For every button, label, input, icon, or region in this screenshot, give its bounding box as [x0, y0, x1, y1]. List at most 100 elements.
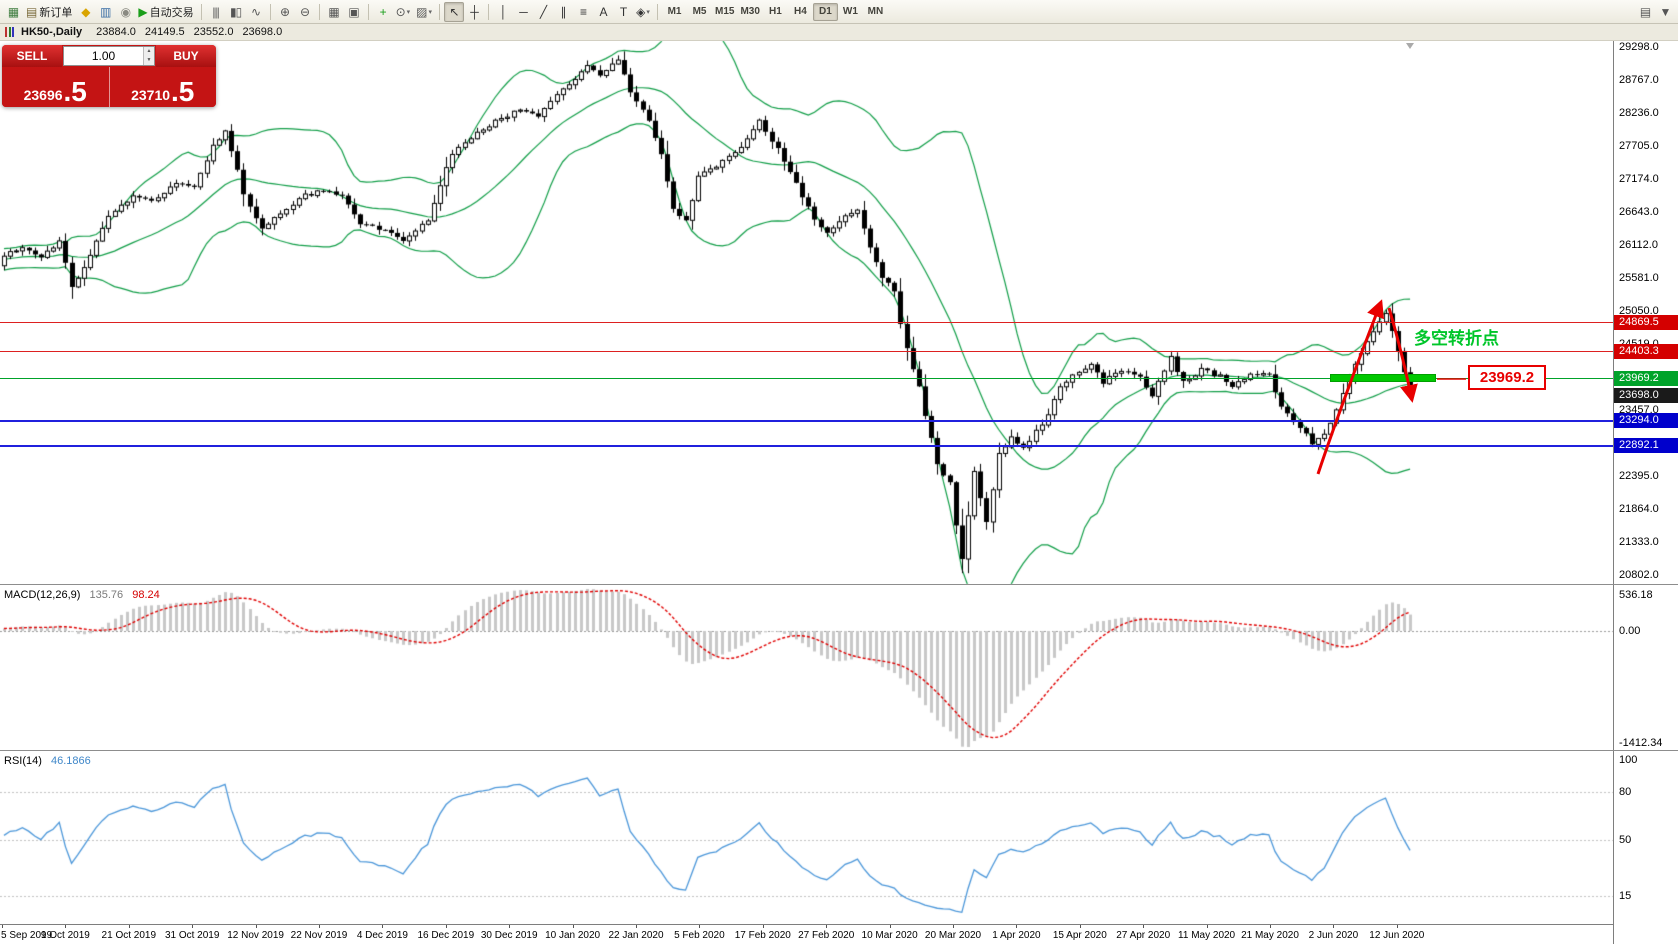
time-axis-label: 2 Jun 2020 [1308, 930, 1359, 941]
volume-value: 1.00 [91, 49, 116, 63]
vertical-line-button[interactable]: │ [493, 2, 513, 22]
toolbar-group: ||| ▮▯ ∿ [206, 0, 266, 23]
equidistant-channel-button[interactable]: ∥ [553, 2, 573, 22]
time-axis[interactable]: 5 Sep 2019 9 Oct 2019 21 Oct 2019 31 Oct 20… [0, 924, 1613, 944]
autotrading-label: 自动交易 [149, 6, 194, 19]
autotrading-icon: ▶ [138, 4, 147, 19]
equidistant-channel-icon: ∥ [560, 4, 567, 19]
volume-field[interactable]: 1.00 ▲ ▼ [63, 46, 155, 66]
turning-point-annotation[interactable]: 多空转折点 [1414, 329, 1499, 348]
toolbar-separator [439, 3, 441, 20]
data-window-icon: ▤ [1639, 4, 1651, 19]
chart-icon [5, 27, 16, 37]
tile-windows-button[interactable]: ▦ [324, 2, 344, 22]
new-order-label: 新订单 [39, 6, 73, 19]
resistance-line-upper[interactable] [0, 322, 1613, 323]
terminal-button[interactable]: ▥ [95, 2, 115, 22]
toolbar-right-group: ▤ ▼ [1635, 2, 1675, 22]
rsi-value: 46.1866 [50, 755, 91, 767]
chart-profile-button[interactable]: ▼ [1655, 2, 1675, 22]
macd-axis-label: 536.18 [1619, 589, 1653, 601]
support-line-upper[interactable] [0, 420, 1613, 422]
support-line-lower[interactable] [0, 445, 1613, 447]
time-axis-label: 15 Apr 2020 [1052, 930, 1107, 941]
horizontal-line-button[interactable]: ─ [513, 2, 533, 22]
time-axis-tick [256, 925, 257, 928]
macd-main-value: 135.76 [89, 589, 124, 601]
time-axis-label: 30 Dec 2019 [480, 930, 538, 941]
macd-rsi-splitter[interactable] [0, 750, 1678, 751]
line-chart-icon: ∿ [251, 4, 261, 19]
fibonacci-button[interactable]: ≡ [573, 2, 593, 22]
ask-price[interactable]: 23710 .5 [108, 67, 216, 107]
bar-chart-button[interactable]: ||| [206, 2, 226, 22]
volume-down-button[interactable]: ▼ [144, 56, 154, 65]
timeframe-m1-button[interactable]: M1 [667, 6, 682, 17]
time-axis-tick [319, 925, 320, 928]
toolbar-separator [488, 3, 490, 20]
price-axis-label: 25050.0 [1619, 305, 1659, 317]
main-macd-splitter[interactable] [0, 584, 1678, 585]
time-axis-tick [446, 925, 447, 928]
highlight-rectangle[interactable] [1330, 374, 1436, 382]
indicators-button[interactable]: + [373, 2, 393, 22]
cursor-button[interactable]: ↖ [444, 1, 465, 22]
data-window-button[interactable]: ▤ [1635, 2, 1655, 22]
rsi-axis-label: 80 [1619, 786, 1632, 798]
pivot-line[interactable] [0, 378, 1613, 379]
ask-frac: .5 [171, 75, 195, 107]
toolbar-group: ▦ ▤ 新订单 ◆ ▥ ◉ ▶ 自动交易 [3, 0, 197, 23]
price-axis[interactable]: 29298.0 28767.0 28236.0 27705.0 27174.0 26643… [1613, 41, 1678, 944]
bid-frac: .5 [63, 75, 87, 107]
time-axis-tick [1333, 925, 1334, 928]
templates-dropdown-icon: ▾ [428, 8, 433, 16]
text-button[interactable]: A [593, 2, 613, 22]
community-button[interactable]: ◉ [115, 2, 135, 22]
resistance-line-lower[interactable] [0, 351, 1613, 352]
metaeditor-icon: ◆ [81, 4, 90, 19]
bid-price[interactable]: 23696 .5 [2, 67, 109, 107]
templates-button[interactable]: ▨ ▾ [413, 2, 435, 22]
periods-dropdown-icon: ▾ [406, 8, 411, 16]
time-axis-label: 22 Jan 2020 [608, 930, 664, 941]
autotrading-button[interactable]: ▶ 自动交易 [135, 2, 196, 22]
support-upper-badge: 23294.0 [1614, 412, 1678, 428]
timeframe-h4-button[interactable]: H4 [794, 6, 807, 17]
timeframe-w1-button[interactable]: W1 [842, 6, 858, 17]
metaeditor-button[interactable]: ◆ [75, 2, 95, 22]
pivot-badge: 23969.2 [1614, 370, 1678, 386]
line-chart-button[interactable]: ∿ [246, 2, 266, 22]
periods-button[interactable]: ⊙ ▾ [393, 2, 414, 22]
price-axis-label: 26643.0 [1619, 206, 1659, 218]
one-click-trading-panel: SELL 1.00 ▲ ▼ BUY 23696 .5 23710 .5 [2, 45, 216, 107]
new-order-button[interactable]: ▤ 新订单 [23, 2, 75, 22]
price-callout-label[interactable]: 23969.2 [1468, 365, 1546, 390]
timeframe-h1-button[interactable]: H1 [769, 6, 782, 17]
buy-button[interactable]: BUY [156, 45, 216, 67]
candlestick-chart-button[interactable]: ▮▯ [226, 2, 246, 22]
time-axis-tick [763, 925, 764, 928]
cursor-icon: ↖ [449, 4, 459, 19]
time-axis-label: 11 May 2020 [1178, 930, 1236, 941]
volume-up-button[interactable]: ▲ [144, 47, 154, 56]
sell-button[interactable]: SELL [2, 45, 62, 67]
time-axis-label: 5 Feb 2020 [674, 930, 725, 941]
trendline-button[interactable]: ╱ [533, 2, 553, 22]
crosshair-button[interactable]: ┼ [464, 2, 484, 22]
timeframe-m5-button[interactable]: M5 [692, 6, 707, 17]
zoom-in-button[interactable]: ⊕ [275, 2, 295, 22]
new-chart-button[interactable]: ▦ [3, 2, 23, 22]
timeframe-d1-button[interactable]: D1 [812, 2, 838, 21]
toolbar-group: ▦ ▣ [324, 0, 364, 23]
cascade-windows-button[interactable]: ▣ [344, 2, 364, 22]
high-value: 24149.5 [144, 26, 185, 38]
text-label-button[interactable]: T [613, 2, 633, 22]
timeframe-m15-button[interactable]: M15 [715, 6, 735, 17]
terminal-icon: ▥ [100, 4, 111, 19]
shapes-button[interactable]: ◈ ▾ [633, 2, 653, 22]
timeframe-m30-button[interactable]: M30 [740, 6, 760, 17]
timeframe-mn-button[interactable]: MN [867, 6, 884, 17]
zoom-out-button[interactable]: ⊖ [295, 2, 315, 22]
